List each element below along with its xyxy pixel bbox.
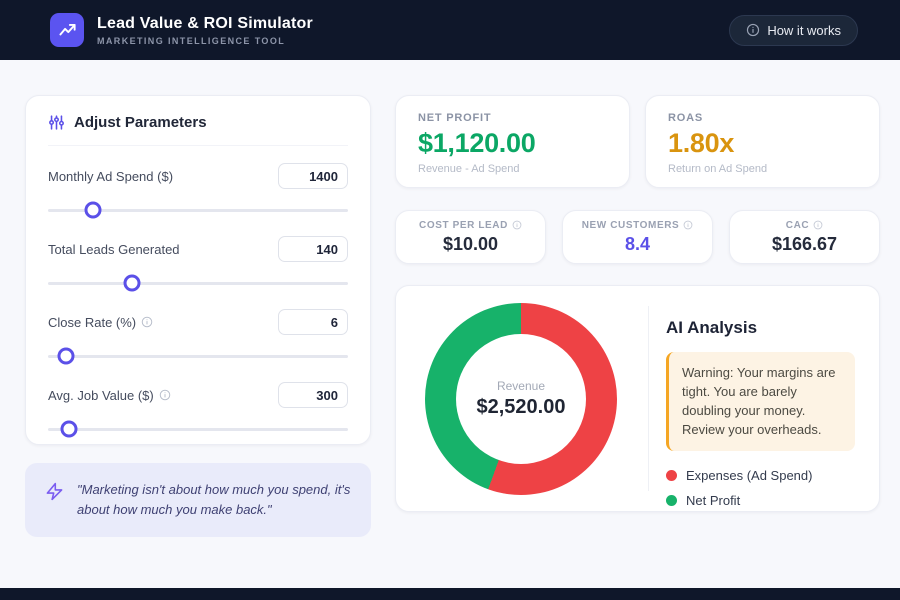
cost-per-lead-card: COST PER LEAD $10.00: [395, 210, 546, 264]
param-label: Avg. Job Value ($): [48, 387, 154, 403]
param-label: Monthly Ad Spend ($): [48, 168, 174, 184]
parameters-title: Adjust Parameters: [74, 114, 207, 131]
slider-track: [48, 209, 348, 212]
app-logo: [50, 13, 84, 47]
info-icon[interactable]: [141, 316, 153, 328]
net-profit-subtitle: Revenue - Ad Spend: [418, 163, 520, 175]
param-row-leads: Total Leads Generated: [48, 236, 348, 292]
warning-message: Warning: Your margins are tight. You are…: [666, 352, 855, 452]
cac-card: CAC $166.67: [729, 210, 880, 264]
legend-label: Net Profit: [686, 493, 741, 509]
leads-input[interactable]: [278, 236, 348, 262]
slider-track: [48, 282, 348, 285]
legend-item-net-profit: Net Profit: [666, 493, 855, 508]
net-profit-label: NET PROFIT: [418, 112, 492, 124]
page-title: Lead Value & ROI Simulator: [97, 14, 313, 32]
stat-label-text: NEW CUSTOMERS: [581, 219, 680, 231]
how-it-works-button[interactable]: How it works: [729, 14, 858, 46]
info-icon[interactable]: [683, 220, 693, 230]
cost-per-lead-value: $10.00: [442, 233, 499, 254]
revenue-breakdown-card: Revenue $2,520.00 AI Analysis Warning: Y…: [395, 285, 880, 512]
revenue-donut-chart: Revenue $2,520.00: [425, 303, 617, 495]
param-row-job-value: Avg. Job Value ($): [48, 382, 348, 438]
slider-thumb[interactable]: [123, 274, 141, 292]
info-icon[interactable]: [512, 220, 522, 230]
legend-label: Expenses (Ad Spend): [686, 468, 813, 484]
legend-item-expenses: Expenses (Ad Spend): [666, 468, 855, 483]
roas-value: 1.80x: [668, 128, 735, 158]
legend-dot-net-profit: [666, 495, 677, 507]
job-value-slider[interactable]: [48, 420, 348, 438]
roas-card: ROAS 1.80x Return on Ad Spend: [645, 95, 880, 188]
ad-spend-input[interactable]: [278, 163, 348, 189]
legend-dot-expenses: [666, 470, 677, 482]
header-titles: Lead Value & ROI Simulator MARKETING INT…: [97, 15, 313, 46]
roas-subtitle: Return on Ad Spend: [668, 163, 768, 175]
parameters-header: Adjust Parameters: [48, 114, 348, 146]
param-label: Close Rate (%): [48, 314, 137, 330]
cac-label: CAC: [786, 220, 823, 231]
donut-center-value: $2,520.00: [476, 396, 566, 418]
chart-legend: Expenses (Ad Spend) Net Profit: [666, 468, 855, 508]
slider-thumb[interactable]: [84, 201, 102, 219]
donut-center-label: Revenue: [496, 379, 546, 393]
param-row-close-rate: Close Rate (%): [48, 309, 348, 365]
trending-up-icon: [58, 23, 76, 35]
close-rate-input[interactable]: [278, 309, 348, 335]
stat-label-text: COST PER LEAD: [419, 219, 508, 231]
param-label: Total Leads Generated: [48, 241, 180, 257]
slider-track: [48, 428, 348, 431]
info-icon[interactable]: [159, 389, 171, 401]
footer-bar: [0, 588, 900, 600]
vertical-divider: [648, 306, 649, 491]
job-value-input[interactable]: [278, 382, 348, 408]
cac-value: $166.67: [771, 233, 838, 254]
new-customers-label: NEW CUSTOMERS: [582, 220, 694, 231]
quote-text: "Marketing isn't about how much you spen…: [77, 482, 351, 517]
ai-analysis-section: AI Analysis Warning: Your margins are ti…: [666, 318, 855, 508]
net-profit-value: $1,120.00: [418, 128, 536, 158]
app-header: Lead Value & ROI Simulator MARKETING INT…: [0, 0, 900, 60]
cost-per-lead-label: COST PER LEAD: [419, 220, 522, 231]
param-row-ad-spend: Monthly Ad Spend ($): [48, 163, 348, 219]
leads-slider[interactable]: [48, 274, 348, 292]
slider-track: [48, 355, 348, 358]
sliders-icon: [49, 115, 64, 130]
ad-spend-slider[interactable]: [48, 201, 348, 219]
page-subtitle: MARKETING INTELLIGENCE TOOL: [97, 35, 286, 46]
quote-box: "Marketing isn't about how much you spen…: [25, 463, 371, 537]
info-icon: [747, 23, 760, 37]
adjust-parameters-panel: Adjust Parameters Monthly Ad Spend ($) T…: [25, 95, 371, 445]
info-icon[interactable]: [813, 220, 823, 230]
roas-label: ROAS: [668, 112, 703, 124]
net-profit-card: NET PROFIT $1,120.00 Revenue - Ad Spend: [395, 95, 630, 188]
donut-center: Revenue $2,520.00: [456, 334, 586, 464]
stat-label-text: CAC: [785, 219, 810, 231]
slider-thumb[interactable]: [57, 347, 75, 365]
new-customers-value: 8.4: [624, 233, 651, 254]
slider-thumb[interactable]: [60, 420, 78, 438]
zap-icon: [46, 482, 63, 501]
how-it-works-label: How it works: [767, 22, 841, 38]
close-rate-slider[interactable]: [48, 347, 348, 365]
ai-analysis-title: AI Analysis: [666, 318, 758, 337]
new-customers-card: NEW CUSTOMERS 8.4: [562, 210, 713, 264]
